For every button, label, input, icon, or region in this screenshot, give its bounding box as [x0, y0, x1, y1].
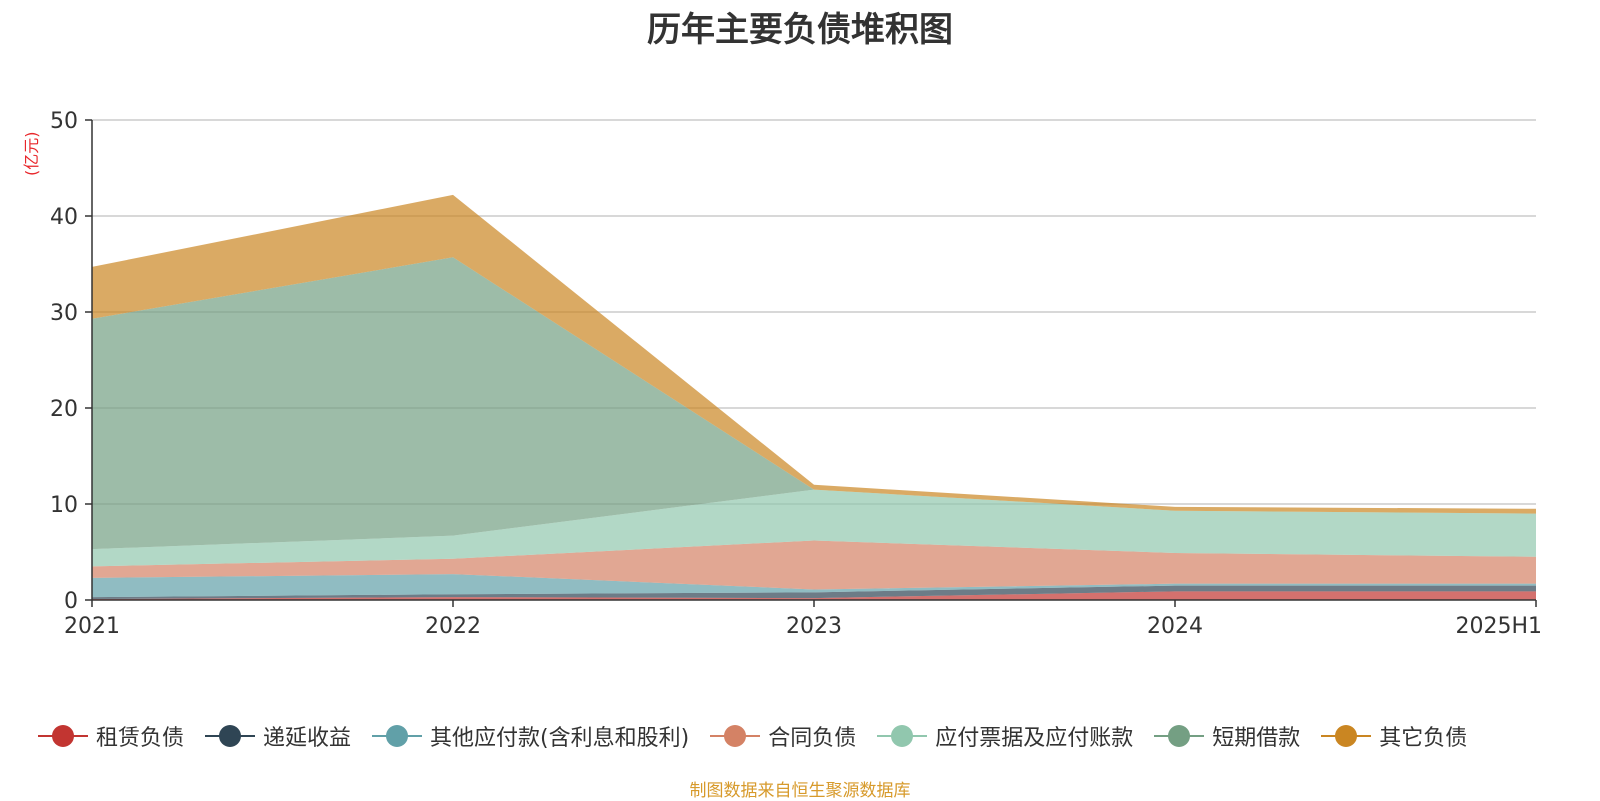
legend-label: 租赁负债: [96, 726, 185, 751]
area-series-5: [92, 257, 1536, 550]
x-tick-label: 2024: [1147, 614, 1203, 639]
legend-item[interactable]: 应付票据及应付账款: [877, 720, 1133, 752]
y-tick-label: 0: [64, 589, 78, 614]
x-tick-label: 2022: [425, 614, 481, 639]
legend-item[interactable]: 递延收益: [205, 720, 351, 752]
y-tick-label: 10: [50, 493, 78, 518]
data-source-note: 制图数据来自恒生聚源数据库: [689, 781, 911, 801]
y-tick-label: 50: [50, 109, 78, 134]
legend-item[interactable]: 短期借款: [1154, 720, 1300, 752]
legend-marker-icon: [1321, 725, 1372, 747]
legend-marker-icon: [877, 725, 928, 747]
legend-item[interactable]: 合同负债: [710, 720, 856, 752]
legend-label: 其它负债: [1379, 726, 1468, 751]
legend-marker-icon: [372, 725, 423, 747]
y-tick-label: 40: [50, 205, 78, 230]
legend-marker-icon: [710, 725, 761, 747]
legend-marker-icon: [38, 725, 88, 747]
legend-label: 递延收益: [263, 726, 352, 751]
area-series-2: [92, 574, 1536, 598]
legend-label: 短期借款: [1212, 726, 1301, 751]
chart-title: 历年主要负债堆积图: [647, 10, 953, 50]
legend-item[interactable]: 其它负债: [1321, 720, 1467, 752]
chart-legend: 租赁负债 递延收益 其他应付款(含利息和股利) 合同负债 应付票据及应付账款 短期借款 其它…: [38, 718, 1488, 754]
area-series-4: [92, 489, 1536, 567]
x-tick-label: 2025H1: [1455, 614, 1542, 639]
legend-marker-icon: [205, 725, 256, 747]
x-tick-label: 2023: [786, 614, 842, 639]
area-series-3: [92, 540, 1536, 590]
legend-item[interactable]: 其他应付款(含利息和股利): [372, 720, 689, 752]
y-tick-label: 20: [50, 397, 78, 422]
legend-marker-icon: [1154, 725, 1205, 747]
stacked-area-chart: 0 10 20 30 40 50 2021 2022 2023 2024 2025H1: [50, 109, 1542, 639]
x-tick-label: 2021: [64, 614, 120, 639]
area-series-0: [92, 591, 1536, 600]
legend-label: 应付票据及应付账款: [935, 726, 1134, 751]
area-series-1: [92, 585, 1536, 600]
legend-label: 合同负债: [768, 726, 857, 751]
y-tick-label: 30: [50, 301, 78, 326]
legend-item[interactable]: 租赁负债: [38, 720, 184, 752]
legend-label: 其他应付款(含利息和股利): [430, 726, 690, 751]
